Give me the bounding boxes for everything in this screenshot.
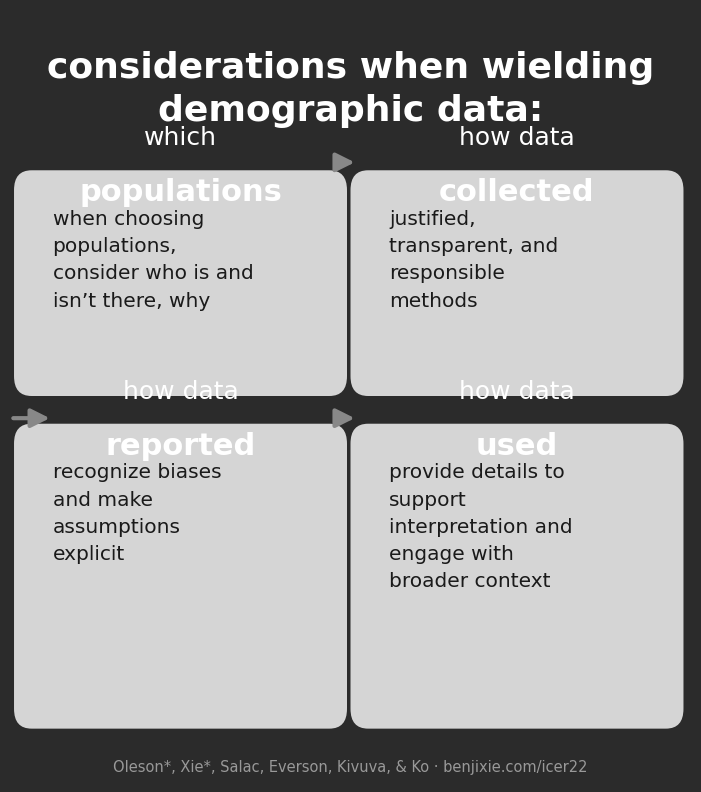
- Text: used: used: [476, 432, 558, 461]
- Text: Oleson*, Xie*, Salac, Everson, Kivuva, & Ko · benjixie.com/icer22: Oleson*, Xie*, Salac, Everson, Kivuva, &…: [114, 760, 587, 775]
- Text: populations: populations: [79, 178, 282, 208]
- Text: collected: collected: [440, 178, 594, 208]
- Text: when choosing
populations,
consider who is and
isn’t there, why: when choosing populations, consider who …: [53, 210, 253, 310]
- FancyBboxPatch shape: [14, 424, 347, 729]
- Text: how data: how data: [459, 380, 575, 404]
- Text: how data: how data: [459, 127, 575, 150]
- Text: how data: how data: [123, 380, 238, 404]
- Text: considerations when wielding
demographic data:: considerations when wielding demographic…: [47, 51, 654, 128]
- FancyBboxPatch shape: [350, 170, 683, 396]
- Text: which: which: [144, 127, 217, 150]
- FancyBboxPatch shape: [350, 424, 683, 729]
- FancyBboxPatch shape: [14, 170, 347, 396]
- Text: reported: reported: [105, 432, 256, 461]
- Text: recognize biases
and make
assumptions
explicit: recognize biases and make assumptions ex…: [53, 463, 222, 564]
- Text: provide details to
support
interpretation and
engage with
broader context: provide details to support interpretatio…: [389, 463, 573, 592]
- Text: justified,
transparent, and
responsible
methods: justified, transparent, and responsible …: [389, 210, 558, 310]
